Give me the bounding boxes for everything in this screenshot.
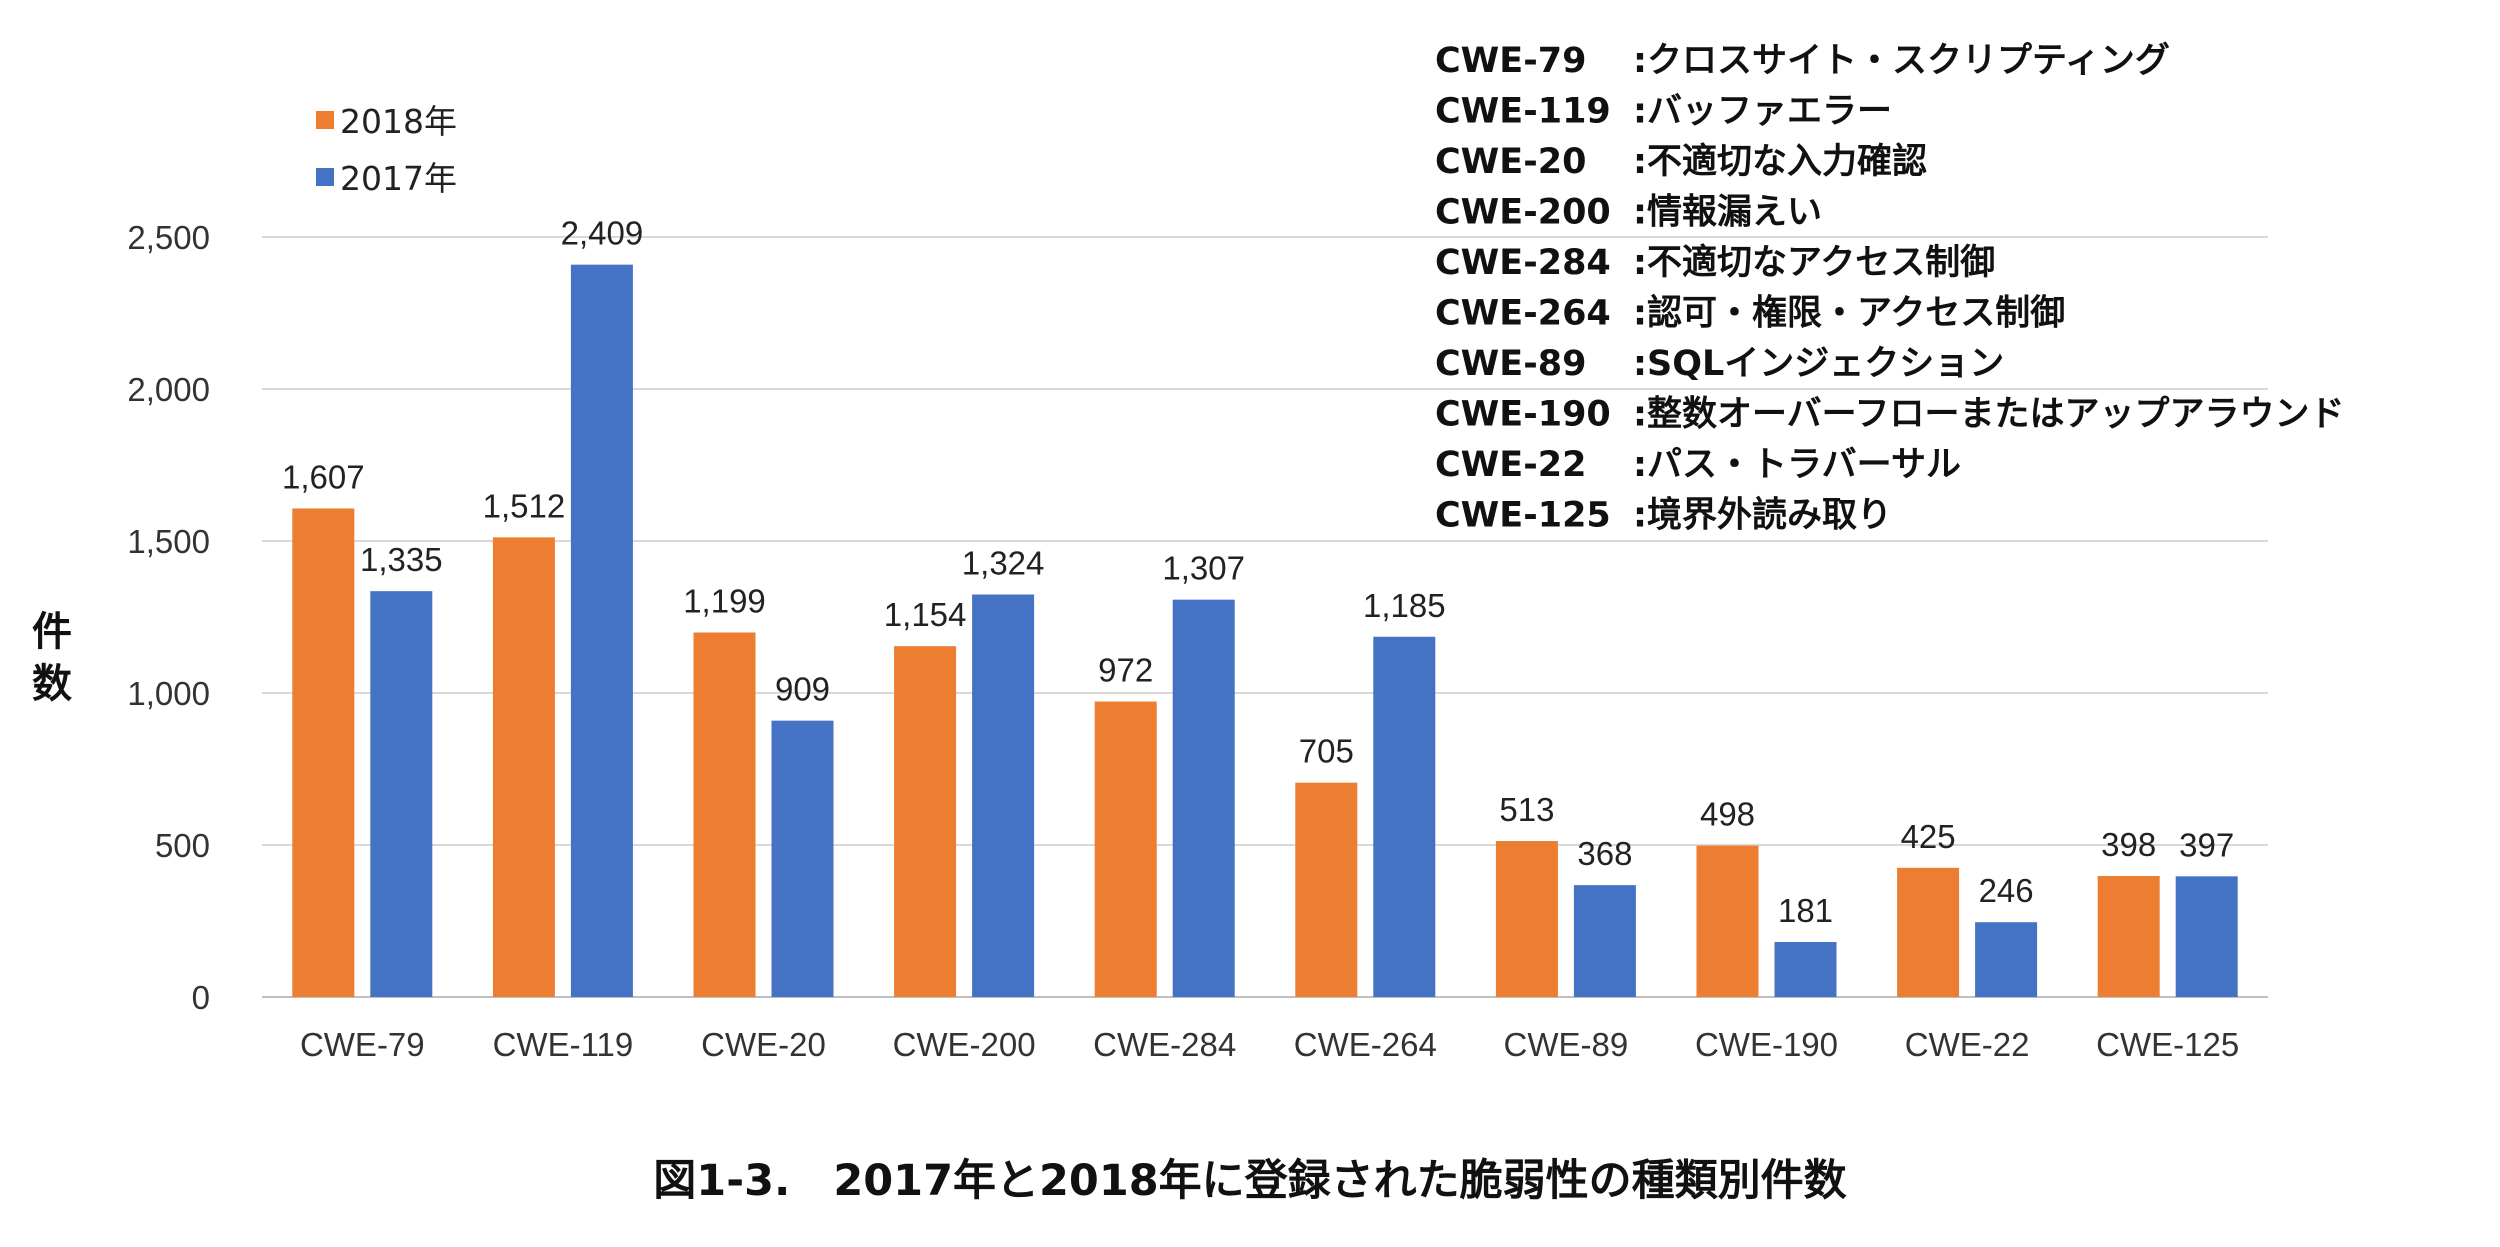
bar-cwe-284-series-2 [1172,599,1235,997]
bar-cwe-79-series-2 [370,591,433,997]
y-axis-label-line-2: 数 [32,661,72,707]
x-tick-label: CWE-79 [300,1026,425,1063]
annotation-code: CWE-190 [1435,395,1611,435]
data-label: 181 [1778,892,1833,929]
x-tick-label: CWE-284 [1093,1026,1236,1063]
bar-cwe-200-series-2 [972,594,1035,997]
data-label: 909 [775,671,830,708]
data-label: 1,154 [884,596,967,633]
bar-cwe-79-series-1 [292,508,355,997]
y-tick-label: 2,500 [127,219,210,256]
data-label: 1,307 [1162,550,1245,587]
data-label: 2,409 [561,215,644,252]
y-tick-label: 0 [192,979,210,1016]
y-tick-label: 1,500 [127,523,210,560]
bar-cwe-89-series-1 [1495,841,1558,997]
data-label: 498 [1700,796,1755,833]
x-tick-label: CWE-190 [1695,1026,1838,1063]
annotation-code: CWE-20 [1435,142,1586,182]
x-tick-label: CWE-200 [893,1026,1036,1063]
bar-cwe-89-series-2 [1573,885,1636,997]
annotation-description: :不適切な入力確認 [1633,142,1927,182]
bar-cwe-119-series-2 [570,264,633,997]
y-tick-label: 500 [155,827,210,864]
data-label: 1,512 [483,487,566,524]
bar-cwe-125-series-2 [2175,876,2238,997]
annotation-description: :不適切なアクセス制御 [1633,243,1995,283]
legend-label: 2018年 [340,102,457,141]
bar-cwe-119-series-1 [492,537,555,997]
annotation-code: CWE-119 [1435,92,1611,132]
annotation-code: CWE-79 [1435,41,1586,81]
bar-cwe-22-series-1 [1897,867,1960,997]
bar-cwe-190-series-1 [1696,845,1759,997]
y-axis-ticks: 0 500 1,000 1,500 2,000 2,500 [127,219,210,1016]
y-tick-label: 1,000 [127,675,210,712]
legend: 2018年 2017年 [316,102,457,198]
annotation-description: :パス・トラバーサル [1633,445,1961,485]
data-label: 1,335 [360,541,443,578]
annotation-code: CWE-89 [1435,344,1586,384]
bar-cwe-264-series-2 [1373,636,1436,997]
data-label: 1,185 [1363,587,1446,624]
data-label: 1,324 [962,545,1045,582]
legend-label: 2017年 [340,159,457,198]
data-label: 425 [1901,818,1956,855]
annotation-code: CWE-200 [1435,193,1611,233]
annotation-description: :クロスサイト・スクリプティング [1633,41,2170,81]
annotation-code: CWE-264 [1435,294,1611,334]
annotation-description: :整数オーバーフローまたはアップアラウンド [1633,395,2345,435]
annotation-description: :情報漏えい [1633,193,1822,233]
x-tick-label: CWE-89 [1504,1026,1629,1063]
annotation-code: CWE-284 [1435,243,1611,283]
value-labels: 1,607 1,335 1,512 2,409 1,199 909 1,154 1,324 97… [282,215,2234,929]
data-label: 1,199 [683,583,766,620]
x-tick-label: CWE-125 [2096,1026,2239,1063]
bar-cwe-200-series-1 [894,646,957,997]
x-tick-label: CWE-22 [1905,1026,2030,1063]
figure-caption: 図1-3. 2017年と2018年に登録された脆弱性の種類別件数 [653,1156,1846,1206]
bar-cwe-20-series-1 [693,632,756,997]
annotation-code: CWE-22 [1435,445,1586,485]
annotation-description: :SQLインジェクション [1633,344,2004,384]
bar-cwe-125-series-1 [2097,876,2160,997]
bars [292,264,2238,997]
annotation-description: :認可・権限・アクセス制御 [1633,294,2065,334]
bar-cwe-22-series-2 [1975,922,2038,997]
data-label: 246 [1979,872,2034,909]
bar-cwe-20-series-2 [771,720,834,997]
data-label: 397 [2179,826,2234,863]
annotation-description: :バッファエラー [1633,92,1892,132]
bar-cwe-264-series-1 [1295,782,1358,997]
x-tick-label: CWE-264 [1294,1026,1437,1063]
bar-cwe-284-series-1 [1094,701,1157,997]
x-tick-label: CWE-20 [701,1026,826,1063]
annotation-description: :境界外読み取り [1633,496,1892,536]
legend-swatch [316,111,334,129]
data-label: 513 [1499,791,1554,828]
data-label: 705 [1299,733,1354,770]
y-axis-label-line-1: 件 [32,609,72,655]
data-label: 398 [2101,826,2156,863]
bar-cwe-190-series-2 [1774,941,1837,997]
data-label: 1,607 [282,458,365,495]
x-axis-ticks: CWE-79 CWE-119 CWE-20 CWE-200 CWE-284 CWE-264… [300,1026,2239,1063]
legend-swatch [316,168,334,186]
cwe-annotations: CWE-79 :クロスサイト・スクリプティング CWE-119 :バッファエラー CWE… [1435,41,2345,536]
x-tick-label: CWE-119 [493,1026,634,1063]
data-label: 368 [1577,835,1632,872]
annotation-code: CWE-125 [1435,496,1611,536]
y-tick-label: 2,000 [127,371,210,408]
data-label: 972 [1098,652,1153,689]
